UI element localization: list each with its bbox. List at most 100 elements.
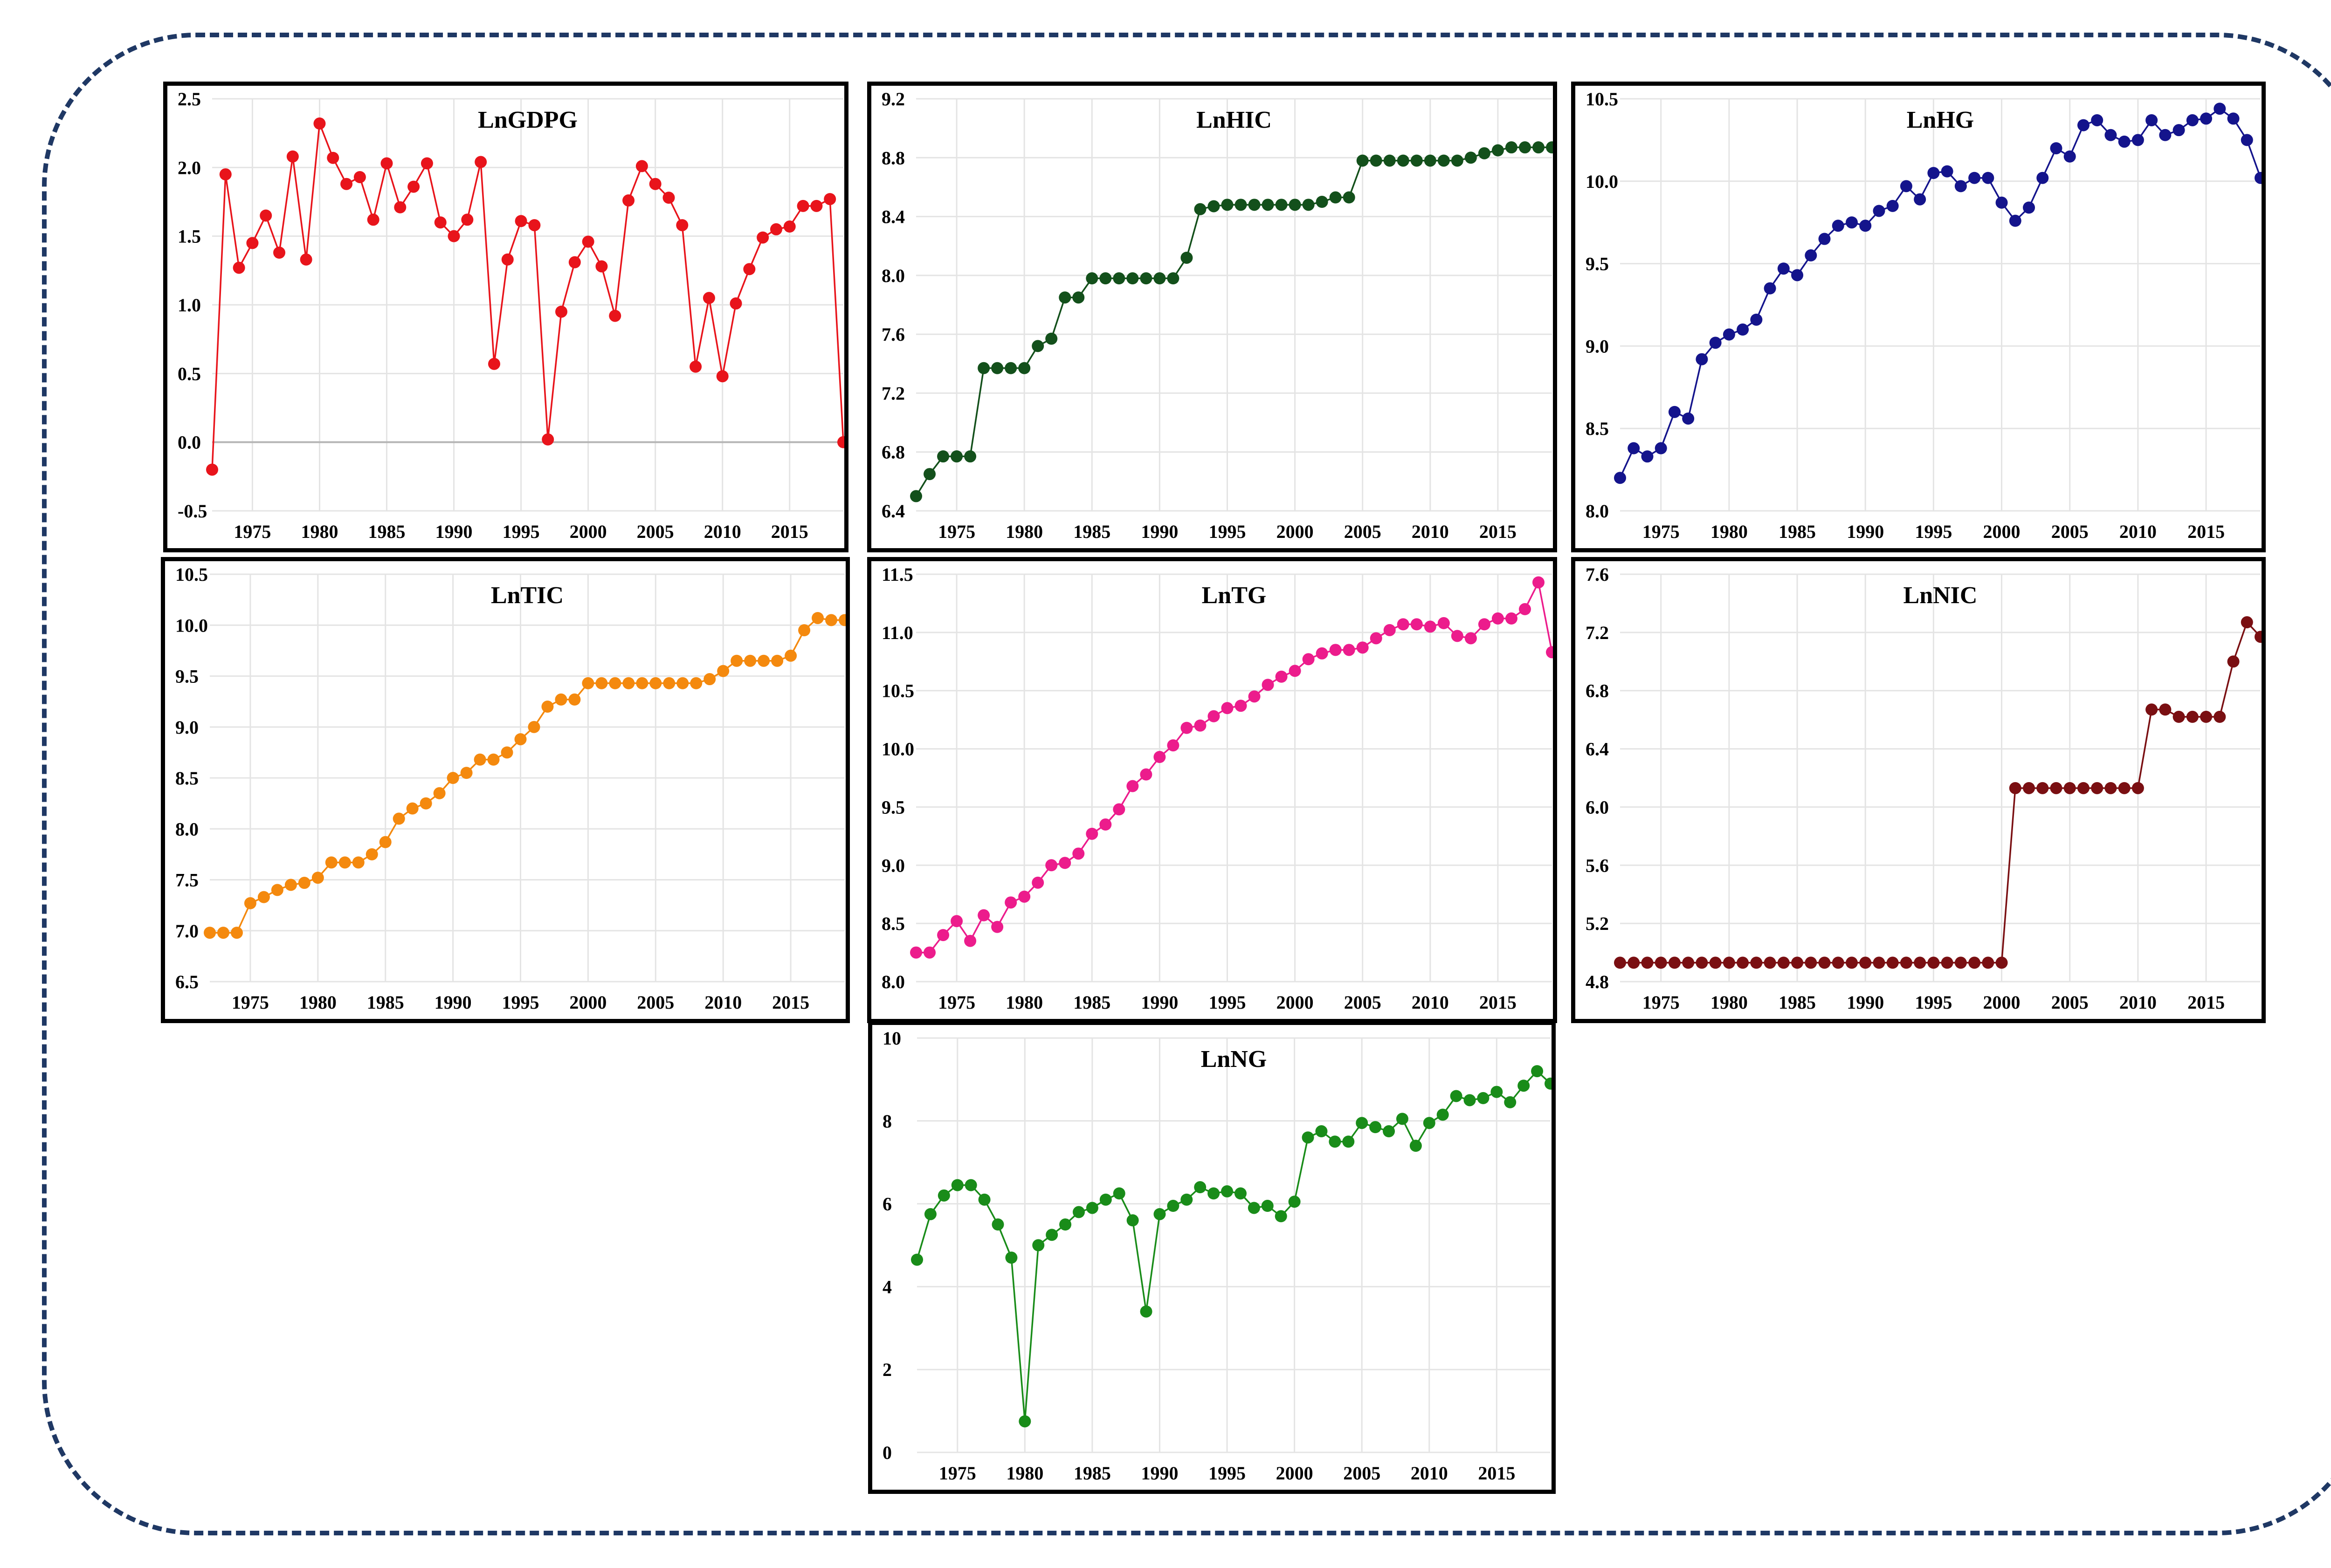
data-point (394, 201, 407, 213)
data-point (1086, 272, 1098, 285)
y-tick-label: 8.0 (175, 818, 199, 839)
data-point (924, 1208, 937, 1220)
data-point (951, 1179, 964, 1191)
data-point (1329, 1135, 1341, 1148)
data-point (1941, 956, 1953, 969)
y-tick-label: 8.4 (882, 206, 905, 227)
data-point (1113, 1187, 1125, 1200)
data-point (1504, 1096, 1517, 1108)
data-point (1316, 196, 1328, 208)
data-point (1275, 670, 1288, 683)
data-point (273, 247, 286, 259)
y-tick-label: 6.4 (1586, 739, 1609, 760)
y-tick-label: 8.5 (175, 768, 199, 789)
series-line (1620, 620, 2262, 964)
data-point (2009, 214, 2021, 227)
x-tick-label: 1975 (1642, 521, 1680, 542)
data-point (1845, 216, 1858, 229)
data-point (1832, 956, 1844, 969)
data-point (487, 753, 500, 766)
data-point (1655, 442, 1667, 454)
y-tick-label: 10.5 (1586, 89, 1618, 110)
data-point (1532, 141, 1545, 154)
data-point (1302, 199, 1315, 211)
data-point (2186, 114, 2199, 126)
data-point (271, 884, 283, 896)
data-point (649, 178, 662, 190)
data-point (313, 117, 326, 130)
data-point (622, 677, 635, 689)
data-point (367, 213, 379, 226)
data-point (1397, 154, 1409, 167)
data-point (1546, 646, 1553, 659)
data-point (1370, 632, 1382, 645)
data-point (635, 160, 648, 172)
data-point (528, 219, 541, 232)
chart-title: LnHIC (1196, 107, 1272, 133)
data-point (1018, 362, 1031, 374)
y-tick-label: 7.2 (1586, 622, 1609, 643)
x-tick-label: 1985 (367, 992, 404, 1013)
data-point (407, 180, 420, 193)
x-tick-label: 2000 (1276, 1463, 1313, 1484)
data-point (1289, 199, 1301, 211)
data-point (1464, 151, 1477, 164)
y-tick-label: 7.5 (175, 870, 199, 891)
data-point (447, 772, 459, 784)
panel-lnnic: 4.8 5.2 5.6 6.0 6.4 6.8 7.2 7.6 1975 1980 1985 1990… (1571, 557, 2266, 1023)
y-tick-label: 6.8 (882, 442, 905, 463)
x-tick-label: 1985 (1779, 521, 1816, 542)
x-tick-label: 2010 (704, 992, 742, 1013)
y-tick-label: 8 (883, 1111, 892, 1132)
chart-title: LnHG (1907, 107, 1974, 133)
data-point (1518, 141, 1531, 154)
data-point (595, 677, 608, 689)
data-point (1356, 1117, 1368, 1129)
data-point (1927, 956, 1940, 969)
data-point (1764, 282, 1776, 295)
data-point (1696, 956, 1708, 969)
data-point (744, 654, 757, 667)
x-tick-label: 2010 (2119, 521, 2157, 542)
data-point (460, 767, 473, 779)
data-point (1518, 603, 1531, 615)
data-point (937, 450, 950, 463)
x-tick-label: 1975 (938, 992, 975, 1013)
data-point (1140, 272, 1152, 285)
data-point (731, 654, 743, 667)
x-tick-label: 1985 (1074, 1463, 1111, 1484)
data-point (785, 649, 797, 662)
data-point (1262, 679, 1274, 691)
data-point (1995, 196, 2008, 209)
data-point (1045, 332, 1058, 345)
x-tick-label: 1995 (1915, 992, 1952, 1013)
grid (210, 573, 845, 983)
data-point (2009, 782, 2021, 794)
x-tick-label: 1985 (1073, 521, 1110, 542)
x-tick-label: 1990 (1141, 521, 1178, 542)
data-point (964, 450, 977, 463)
data-point (1234, 700, 1247, 712)
x-tick-label: 2000 (1276, 521, 1314, 542)
x-tick-label: 1990 (1847, 992, 1884, 1013)
x-tick-label: 1985 (1073, 992, 1110, 1013)
data-point (1018, 890, 1031, 903)
data-point (964, 935, 977, 947)
data-point (338, 856, 351, 869)
data-point (406, 802, 419, 815)
data-point (1288, 1196, 1301, 1208)
data-point (1451, 630, 1463, 642)
data-point (555, 305, 568, 318)
data-point (2241, 616, 2253, 629)
data-point (1505, 612, 1517, 625)
data-point (622, 194, 635, 207)
data-point (1221, 702, 1234, 715)
x-tick-label: 2010 (1412, 521, 1449, 542)
data-point (421, 157, 433, 170)
data-point (1180, 722, 1193, 734)
data-point (434, 216, 447, 229)
x-tick-label: 1975 (938, 521, 975, 542)
data-point (1261, 1200, 1274, 1212)
x-tick-label: 1990 (1141, 992, 1178, 1013)
data-point (1072, 291, 1085, 304)
